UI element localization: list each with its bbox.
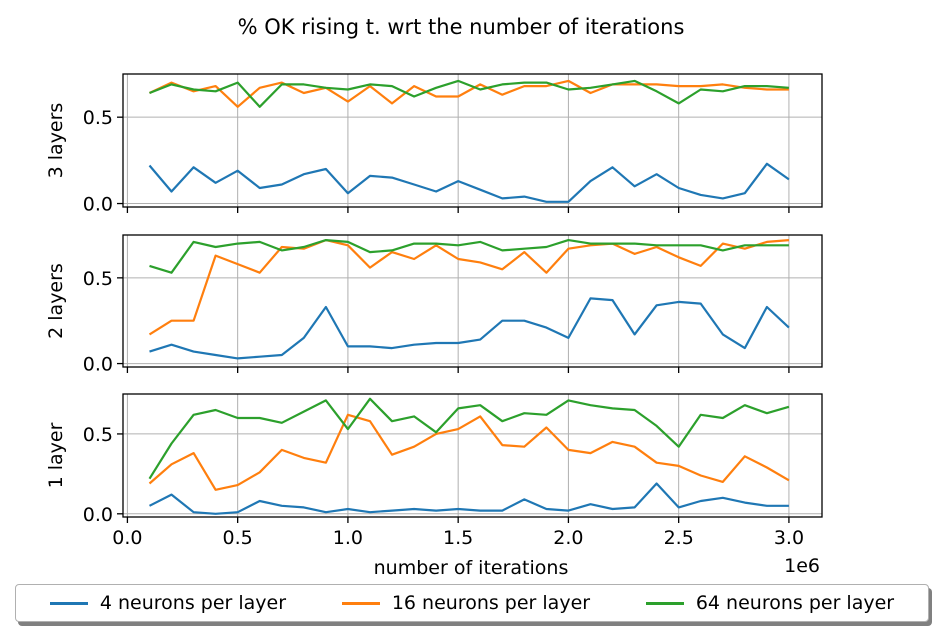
legend-label: 4 neurons per layer [99, 592, 287, 614]
series-line-1 [149, 297, 790, 360]
series-line-2 [148, 413, 790, 491]
chart-figure: % OK rising t. wrt the number of iterati… [45, 15, 823, 579]
y-axis-label: 3 layers [45, 103, 67, 179]
y-tick-label: 0.0 [83, 354, 113, 376]
y-tick-label: 0.0 [83, 194, 113, 216]
x-tick-label: 1.5 [443, 527, 473, 549]
legend-swatch [645, 601, 684, 605]
axes-frame [122, 234, 823, 368]
legend-item: 4 neurons per layer [49, 592, 287, 614]
series-line-3 [149, 79, 789, 108]
x-tick-label: 1.0 [333, 527, 363, 549]
y-tick-label: 0.5 [83, 268, 113, 290]
chart-title: % OK rising t. wrt the number of iterati… [238, 15, 685, 39]
x-tick-label: 0.0 [112, 527, 142, 549]
legend-label: 16 neurons per layer [391, 592, 591, 614]
series-line-1 [149, 482, 789, 515]
x-tick-label: 2.5 [664, 527, 694, 549]
series-line-3 [148, 397, 790, 480]
y-axis-label: 1 layer [45, 422, 67, 488]
series-line-3 [149, 239, 789, 274]
legend: 4 neurons per layer 16 neurons per layer… [15, 584, 929, 622]
series-line-2 [148, 239, 789, 336]
legend-item: 64 neurons per layer [645, 592, 895, 614]
legend-label: 64 neurons per layer [695, 592, 895, 614]
x-tick-label: 0.5 [223, 527, 253, 549]
x-axis-label: number of iterations [374, 557, 569, 579]
y-axis-label: 2 layers [45, 263, 67, 339]
y-tick-label: 0.5 [83, 424, 113, 446]
axes-frame [122, 73, 823, 208]
x-tick-label: 2.0 [553, 527, 583, 549]
x-tick-label: 3.0 [774, 527, 804, 549]
y-tick-label: 0.0 [83, 504, 113, 526]
legend-swatch [49, 601, 88, 605]
series-line-2 [149, 79, 789, 108]
legend-swatch [341, 601, 380, 605]
axes-frame [122, 393, 823, 518]
x-axis-offset-label: 1e6 [784, 555, 820, 577]
y-tick-label: 0.5 [83, 107, 113, 129]
legend-item: 16 neurons per layer [341, 592, 591, 614]
series-line-1 [148, 162, 790, 203]
